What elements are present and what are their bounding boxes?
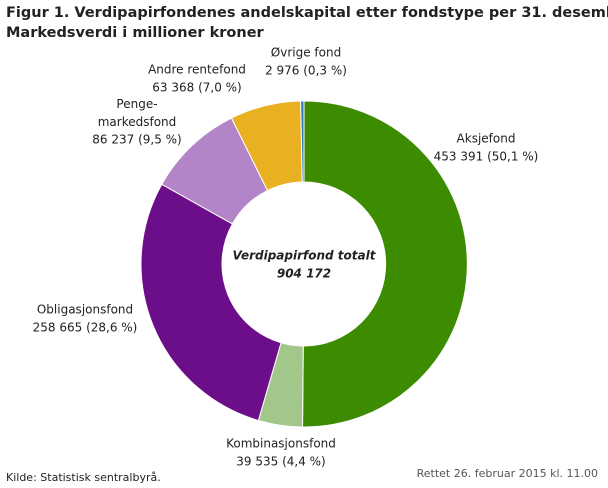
- center-title: Verdipapirfond totalt: [233, 249, 377, 263]
- source: Kilde: Statistisk sentralbyrå.: [6, 471, 161, 484]
- value-label: 86 237 (9,5 %): [92, 133, 181, 147]
- slice-label: Obligasjonsfond: [37, 303, 133, 317]
- value-label: 453 391 (50,1 %): [434, 150, 539, 164]
- value-label: 39 535 (4,4 %): [236, 455, 325, 469]
- slice-label: Andre rentefond: [148, 63, 246, 77]
- slice: [140, 183, 282, 422]
- center-total: 904 172: [277, 267, 331, 281]
- value-label: 2 976 (0,3 %): [265, 64, 347, 78]
- donut-hole: [222, 182, 386, 346]
- value-label: 63 368 (7,0 %): [152, 81, 241, 95]
- slice: [300, 100, 305, 183]
- slice-label: Øvrige fond: [271, 46, 341, 60]
- chart-title: Figur 1. Verdipapirfondenes andelskapita…: [6, 5, 608, 21]
- note: Rettet 26. februar 2015 kl. 11.00: [417, 467, 598, 480]
- chart-subtitle: Markedsverdi i millioner kroner: [6, 25, 265, 41]
- slice: [302, 100, 468, 428]
- slice-label: Penge-markedsfond: [98, 97, 177, 129]
- value-label: 258 665 (28,6 %): [33, 321, 138, 335]
- slice-label: Aksjefond: [457, 132, 516, 146]
- slice-label: Kombinasjonsfond: [226, 437, 336, 451]
